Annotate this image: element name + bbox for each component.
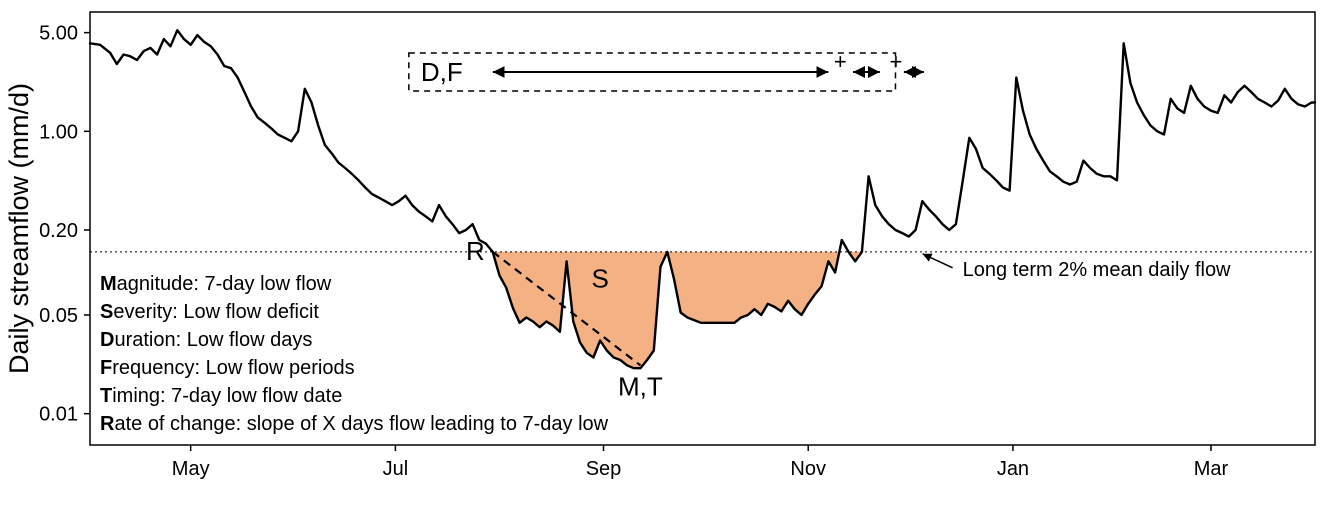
x-tick-label: Sep	[586, 458, 622, 480]
y-tick-label: 5.00	[39, 23, 78, 45]
plus-icon: +	[889, 49, 902, 74]
legend-item: Timing: 7-day low flow date	[100, 385, 342, 407]
legend-item: Duration: Low flow days	[100, 329, 312, 351]
x-tick-label: Mar	[1194, 458, 1229, 480]
x-tick-label: Jan	[997, 458, 1029, 480]
plot-border	[90, 12, 1315, 445]
deficit-fill-group	[493, 252, 862, 368]
mt-annotation: M,T	[618, 371, 663, 401]
x-tick-label: Jul	[383, 458, 409, 480]
y-tick-label: 0.20	[39, 220, 78, 242]
y-axis-label: Daily streamflow (mm/d)	[4, 83, 34, 374]
x-tick-label: May	[172, 458, 210, 480]
legend-item: Frequency: Low flow periods	[100, 357, 355, 379]
s-annotation: S	[591, 264, 608, 294]
chart-svg: 5.00 1.00 0.20 0.05 0.01 Daily streamflow (mm…	[0, 0, 1336, 506]
legend-item: Rate of change: slope of X days flow lea…	[100, 413, 609, 435]
streamflow-chart: 5.00 1.00 0.20 0.05 0.01 Daily streamflow (mm…	[0, 0, 1336, 506]
y-tick-label: 1.00	[39, 121, 78, 143]
threshold-arrow	[923, 254, 953, 268]
legend-item: Severity: Low flow deficit	[100, 301, 319, 323]
deficit-area	[493, 252, 668, 368]
threshold-label: Long term 2% mean daily flow	[963, 259, 1231, 281]
r-annotation: R	[466, 236, 485, 266]
legend-item: Magnitude: 7-day low flow	[100, 273, 332, 295]
y-tick-label: 0.01	[39, 404, 78, 426]
y-tick-label: 0.05	[39, 305, 78, 327]
deficit-area	[667, 252, 839, 323]
plus-icon: +	[834, 49, 847, 74]
df-label: D,F	[421, 57, 463, 87]
x-tick-label: Nov	[790, 458, 826, 480]
